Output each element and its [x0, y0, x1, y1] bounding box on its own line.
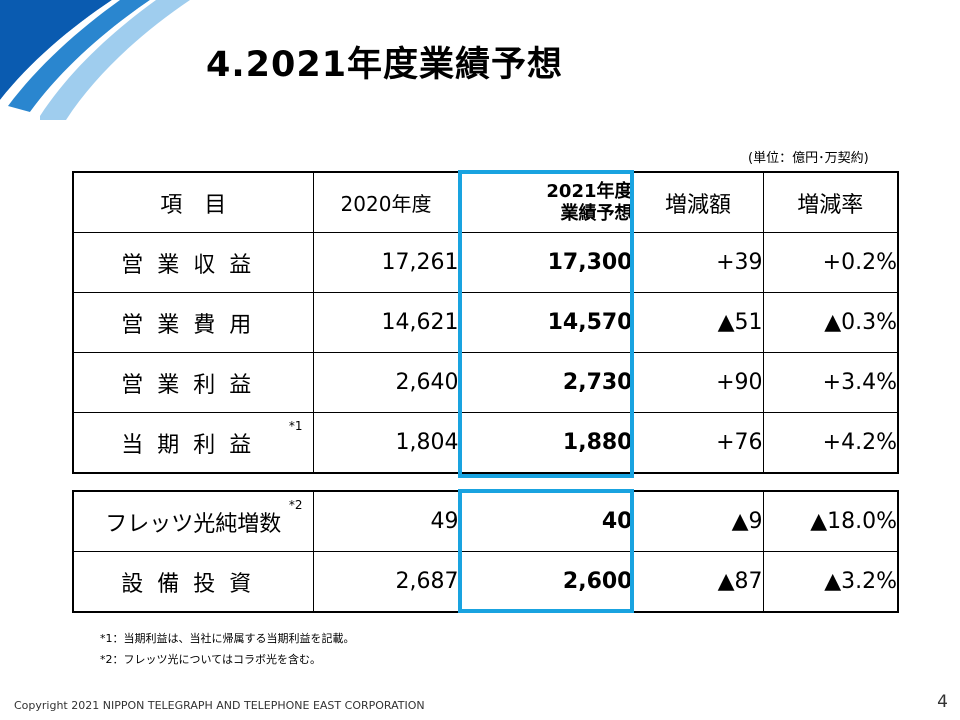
header-forecast-line2: 業績予想 — [560, 202, 633, 224]
row-item-label: 当期利益 — [121, 432, 266, 458]
row-change-value: ▲87 — [632, 551, 764, 613]
copyright-footer: Copyright 2021 NIPPON TELEGRAPH AND TELE… — [14, 699, 425, 712]
row-item-label: 営業収益 — [121, 252, 266, 278]
table-row: 営業収益 17,261 17,300 +39 +0.2% — [72, 232, 899, 293]
footnote-marker: *2 — [288, 498, 303, 512]
row-item-label: 営業利益 — [121, 372, 266, 398]
row-forecast-value: 40 — [458, 490, 634, 552]
row-rate-value: ▲18.0% — [762, 490, 899, 552]
header-item: 項 目 — [72, 171, 314, 233]
row-item-cell: 営業費用 — [72, 292, 314, 353]
forecast-table-main: 項 目 2020年度 2021年度 業績予想 増減額 増減率 営業収益 17,2… — [72, 171, 899, 474]
footnotes: *1：当期利益は、当社に帰属する当期利益を記載。 *2：フレッツ光についてはコラ… — [100, 628, 355, 670]
table-row: 当期利益 *1 1,804 1,880 +76 +4.2% — [72, 412, 899, 474]
row-item-cell: 営業利益 — [72, 352, 314, 413]
row-item-cell: 営業収益 — [72, 232, 314, 293]
row-item-label: フレッツ光純増数 — [105, 511, 282, 537]
table-row: フレッツ光純増数 *2 49 40 ▲9 ▲18.0% — [72, 490, 899, 552]
row-rate-value: ▲3.2% — [762, 551, 899, 613]
row-prev-value: 17,261 — [312, 232, 460, 293]
page-title: 4.2021年度業績予想 — [206, 45, 564, 85]
table-row: 営業利益 2,640 2,730 +90 +3.4% — [72, 352, 899, 413]
row-prev-value: 49 — [312, 490, 460, 552]
header-change-rate: 増減率 — [762, 171, 899, 233]
row-item-label: 営業費用 — [121, 312, 266, 338]
header-prev-year: 2020年度 — [312, 171, 460, 233]
page-number: 4 — [937, 692, 948, 712]
row-prev-value: 1,804 — [312, 412, 460, 474]
unit-note: (単位：億円･万契約) — [748, 151, 869, 166]
row-rate-value: +0.2% — [762, 232, 899, 293]
row-item-cell: 当期利益 *1 — [72, 412, 314, 474]
row-forecast-value: 2,730 — [458, 352, 634, 413]
row-change-value: +90 — [632, 352, 764, 413]
row-item-label: 設備投資 — [121, 571, 266, 597]
row-rate-value: ▲0.3% — [762, 292, 899, 353]
header-change: 増減額 — [632, 171, 764, 233]
row-change-value: ▲51 — [632, 292, 764, 353]
forecast-table-sub: フレッツ光純増数 *2 49 40 ▲9 ▲18.0% 設備投資 2,687 2,… — [72, 490, 899, 613]
table-header-row: 項 目 2020年度 2021年度 業績予想 増減額 増減率 — [72, 171, 899, 233]
row-forecast-value: 1,880 — [458, 412, 634, 474]
footnote-marker: *1 — [288, 419, 303, 433]
row-rate-value: +4.2% — [762, 412, 899, 474]
row-prev-value: 2,640 — [312, 352, 460, 413]
table-row: 設備投資 2,687 2,600 ▲87 ▲3.2% — [72, 551, 899, 613]
corner-swoosh-graphic — [0, 0, 190, 120]
footnote-2: *2：フレッツ光についてはコラボ光を含む。 — [100, 653, 321, 666]
row-prev-value: 2,687 — [312, 551, 460, 613]
row-change-value: +76 — [632, 412, 764, 474]
row-change-value: ▲9 — [632, 490, 764, 552]
header-forecast-line1: 2021年度 — [546, 180, 633, 202]
row-item-cell: フレッツ光純増数 *2 — [72, 490, 314, 552]
row-forecast-value: 14,570 — [458, 292, 634, 353]
footnote-1: *1：当期利益は、当社に帰属する当期利益を記載。 — [100, 632, 355, 645]
row-prev-value: 14,621 — [312, 292, 460, 353]
row-forecast-value: 2,600 — [458, 551, 634, 613]
row-forecast-value: 17,300 — [458, 232, 634, 293]
row-item-cell: 設備投資 — [72, 551, 314, 613]
row-change-value: +39 — [632, 232, 764, 293]
table-row: 営業費用 14,621 14,570 ▲51 ▲0.3% — [72, 292, 899, 353]
header-forecast: 2021年度 業績予想 — [458, 171, 634, 233]
row-rate-value: +3.4% — [762, 352, 899, 413]
